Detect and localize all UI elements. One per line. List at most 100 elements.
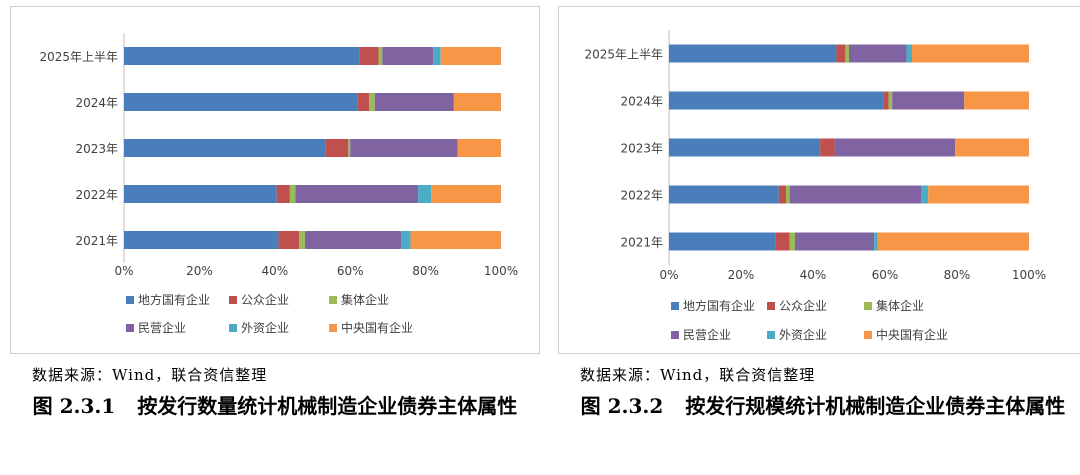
category-label: 2023年 — [620, 142, 663, 156]
stacked-bar-chart-quantity: 2025年上半年 2024年 2023年 2022年 2021年 0% 20% 40% 60% 8… — [39, 33, 518, 335]
category-label: 2024年 — [620, 95, 663, 109]
bar-segment — [921, 185, 929, 204]
legend-swatch — [229, 324, 237, 332]
bar-segment — [401, 231, 411, 249]
bar-segment — [912, 44, 1029, 63]
x-tick-label: 80% — [944, 268, 971, 282]
legend-label: 外资企业 — [779, 327, 827, 342]
legend-label: 集体企业 — [341, 292, 389, 307]
bar-segment — [359, 47, 379, 65]
x-tick-label: 0% — [114, 264, 133, 278]
bar-segment — [289, 185, 296, 203]
legend-label: 外资企业 — [241, 320, 289, 335]
legend-label: 中央国有企业 — [341, 320, 413, 335]
bar-segment — [888, 91, 893, 110]
bar-segment — [877, 232, 1029, 251]
legend-swatch — [126, 296, 134, 304]
bar-segment — [433, 47, 441, 65]
bar-segment — [845, 44, 849, 63]
bar-segment — [124, 93, 358, 111]
chart-frame: 2025年上半年 2024年 2023年 2022年 2021年 0% 20% 40% 60% 8… — [10, 6, 540, 354]
category-label: 2023年 — [75, 142, 118, 156]
bar-segment — [669, 91, 884, 110]
bar-segment — [789, 232, 795, 251]
x-tick-label: 0% — [659, 268, 678, 282]
bar-segment — [350, 139, 458, 157]
chart-frame: 2025年上半年 2024年 2023年 2022年 2021年 0% 20% 40% 60% 8… — [558, 6, 1080, 354]
bar-segment — [378, 47, 383, 65]
bar-segment — [295, 185, 419, 203]
bar-segment — [883, 91, 889, 110]
bar-segment — [928, 185, 1029, 204]
category-label: 2021年 — [75, 234, 118, 248]
bar-segment — [453, 93, 501, 111]
bar-segment — [964, 91, 1029, 110]
legend-label: 民营企业 — [683, 327, 731, 342]
bar-segment — [789, 185, 921, 204]
category-label: 2021年 — [620, 236, 663, 250]
bar-segment — [124, 185, 277, 203]
bar-segment — [357, 93, 370, 111]
x-tick-label: 40% — [800, 268, 827, 282]
legend-swatch — [767, 302, 775, 310]
bar-segment — [669, 185, 779, 204]
legend-label: 公众企业 — [241, 292, 289, 307]
bar-segment — [775, 232, 790, 251]
figure-title: 按发行数量统计机械制造企业债券主体属性 — [137, 394, 518, 418]
chart-panel-quantity: 2025年上半年 2024年 2023年 2022年 2021年 0% 20% 40% 60% 8… — [10, 6, 540, 421]
legend-label: 地方国有企业 — [683, 298, 755, 313]
data-source-note: 数据来源：Wind，联合资信整理 — [580, 366, 816, 384]
bar-segment — [874, 232, 878, 251]
category-label: 2022年 — [75, 188, 118, 202]
bar-segment — [124, 47, 360, 65]
x-tick-label: 20% — [728, 268, 755, 282]
bar-segment — [124, 231, 279, 249]
x-tick-label: 40% — [261, 264, 288, 278]
category-label: 2025年上半年 — [584, 48, 663, 62]
bar-segment — [786, 185, 790, 204]
legend-label: 集体企业 — [876, 298, 924, 313]
x-tick-label: 60% — [337, 264, 364, 278]
bar-segment — [440, 47, 501, 65]
bar-segment — [418, 185, 432, 203]
x-tick-label: 20% — [186, 264, 213, 278]
bar-segment — [124, 139, 326, 157]
bar-segment — [955, 138, 1029, 157]
category-label: 2022年 — [620, 189, 663, 203]
category-label: 2025年上半年 — [39, 50, 118, 64]
x-tick-label: 100% — [1012, 268, 1046, 282]
x-tick-label: 100% — [484, 264, 518, 278]
figure-caption: 图 2.3.2 按发行规模统计机械制造企业债券主体属性 — [558, 391, 1080, 421]
figure-number: 图 2.3.1 — [32, 394, 116, 418]
bar-segment — [834, 138, 956, 157]
bar-segment — [820, 138, 835, 157]
legend-swatch — [126, 324, 134, 332]
legend-label: 中央国有企业 — [876, 327, 948, 342]
legend-swatch — [767, 331, 775, 339]
bar-segment — [369, 93, 375, 111]
bar-segment — [304, 231, 402, 249]
figure-title: 按发行规模统计机械制造企业债券主体属性 — [685, 394, 1066, 418]
bar-segment — [778, 185, 786, 204]
legend-swatch — [864, 331, 872, 339]
bar-segment — [669, 44, 837, 63]
legend-label: 地方国有企业 — [138, 292, 210, 307]
category-label: 2024年 — [75, 96, 118, 110]
x-tick-label: 80% — [412, 264, 439, 278]
bar-segment — [795, 232, 875, 251]
bar-segment — [431, 185, 501, 203]
legend-label: 民营企业 — [138, 320, 186, 335]
bar-segment — [278, 231, 300, 249]
legend-swatch — [229, 296, 237, 304]
stacked-bar-chart-scale: 2025年上半年 2024年 2023年 2022年 2021年 0% 20% 40% 60% 8… — [584, 30, 1046, 342]
bar-segment — [276, 185, 290, 203]
bar-segment — [669, 138, 821, 157]
bar-segment — [374, 93, 454, 111]
legend-label: 公众企业 — [779, 298, 827, 313]
bar-segment — [325, 139, 349, 157]
bar-segment — [382, 47, 434, 65]
bar-segment — [457, 139, 501, 157]
bar-segment — [410, 231, 501, 249]
legend-swatch — [329, 324, 337, 332]
chart-panel-scale: 2025年上半年 2024年 2023年 2022年 2021年 0% 20% 40% 60% 8… — [558, 6, 1080, 421]
